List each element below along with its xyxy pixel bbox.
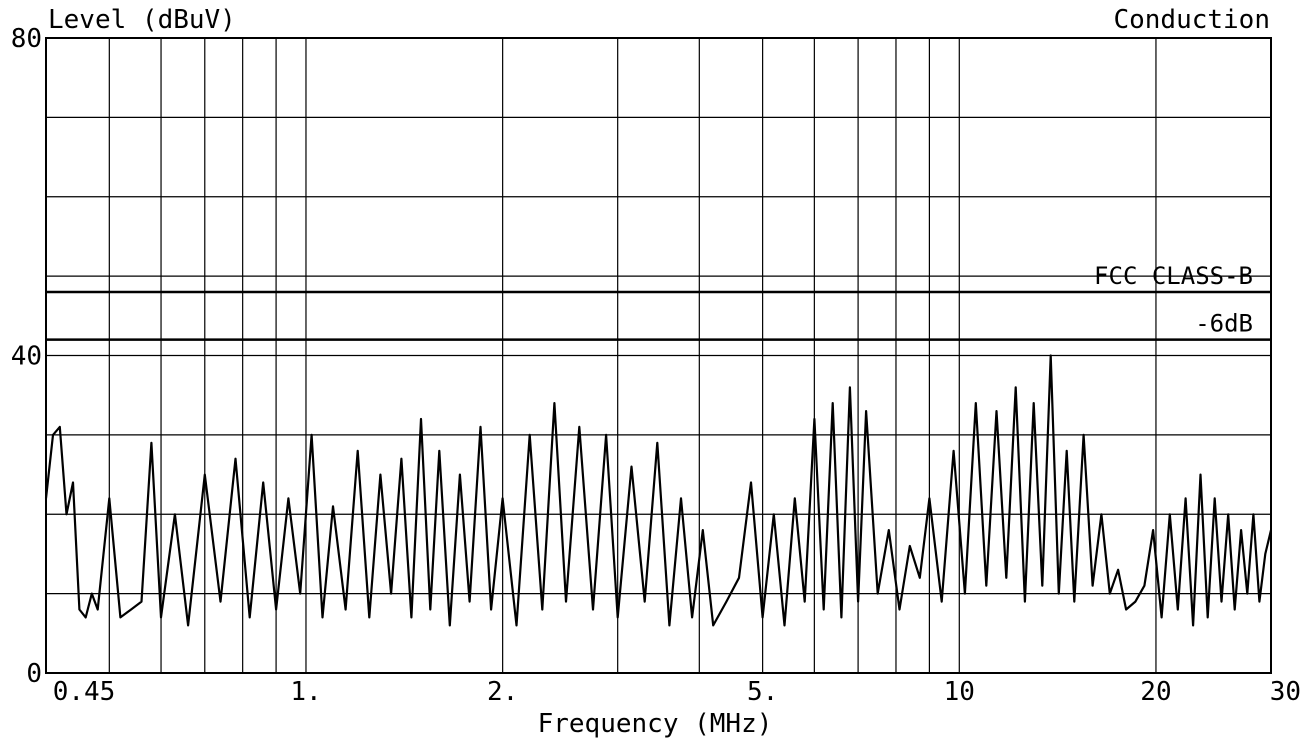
series-line: [44, 354, 1273, 627]
plot-frame: [45, 37, 1272, 674]
limit-line-label: FCC CLASS-B: [1094, 262, 1253, 290]
limit-line-labels: FCC CLASS-B -6dB: [1094, 262, 1253, 338]
x-tick-label: 5.: [747, 677, 778, 707]
x-axis-label: Frequency (MHz): [538, 709, 773, 739]
chart-title: Conduction: [1113, 5, 1270, 35]
x-tick-labels: 0.45 1. 2. 5. 10 20 30: [53, 677, 1301, 707]
x-tick-label: 10: [944, 677, 975, 707]
x-tick-label: 1.: [290, 677, 321, 707]
series-layer: [44, 354, 1273, 627]
limit-line-label: -6dB: [1195, 310, 1253, 338]
x-tick-label: 30: [1270, 677, 1301, 707]
x-tick-label: 2.: [487, 677, 518, 707]
y-tick-label: 80: [11, 24, 42, 54]
y-tick-label: 0: [26, 659, 42, 689]
y-axis-label: Level (dBuV): [48, 5, 236, 35]
grid: [46, 38, 1272, 673]
limit-lines: [46, 290, 1271, 341]
y-tick-label: 40: [11, 342, 42, 372]
x-tick-label: 20: [1140, 677, 1171, 707]
x-tick-label: 0.45: [53, 677, 116, 707]
y-tick-labels: 0 40 80: [11, 24, 42, 689]
